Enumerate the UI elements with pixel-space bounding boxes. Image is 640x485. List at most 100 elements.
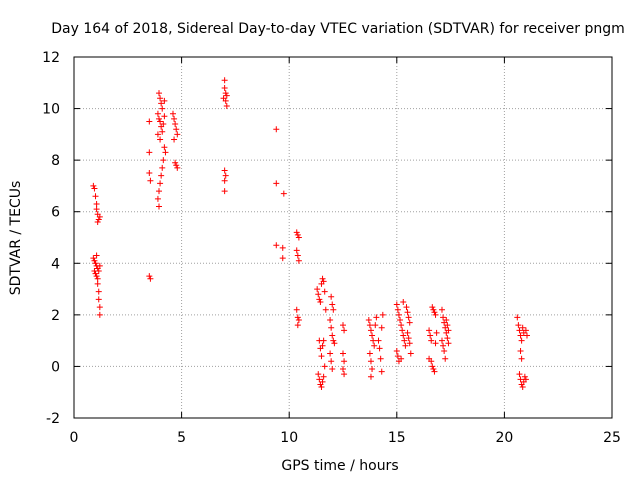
data-point [174, 164, 181, 171]
data-point [429, 363, 436, 370]
data-point [328, 358, 335, 365]
data-point [223, 102, 230, 109]
data-point [405, 314, 412, 321]
data-point [171, 115, 178, 122]
data-point [169, 110, 176, 117]
data-point [160, 157, 167, 164]
data-point [95, 268, 102, 275]
y-tick-label: 8 [51, 153, 60, 169]
data-point [315, 371, 322, 378]
data-point [316, 296, 323, 303]
data-point [156, 90, 163, 97]
data-point [341, 358, 348, 365]
data-point [438, 306, 445, 313]
data-point [96, 311, 103, 318]
data-point [331, 340, 338, 347]
data-point [328, 293, 335, 300]
data-point [94, 219, 101, 226]
data-point [222, 97, 229, 104]
data-point [438, 337, 445, 344]
data-point [518, 337, 525, 344]
data-point [522, 376, 529, 383]
data-point [279, 255, 286, 262]
data-point [156, 203, 163, 210]
data-point [294, 322, 301, 329]
data-point [371, 342, 378, 349]
data-point [146, 170, 153, 177]
data-point [366, 350, 373, 357]
data-point [317, 298, 324, 305]
data-point [160, 121, 167, 128]
data-point [427, 332, 434, 339]
data-point [404, 309, 411, 316]
data-point [516, 327, 523, 334]
data-point [433, 329, 440, 336]
data-point [146, 273, 153, 280]
data-point [395, 311, 402, 318]
data-point [94, 280, 101, 287]
data-point [295, 234, 302, 241]
data-point [518, 355, 525, 362]
data-point [431, 368, 438, 375]
data-point [515, 322, 522, 329]
data-point [366, 322, 373, 329]
data-point [519, 324, 526, 331]
data-point [367, 327, 374, 334]
data-point [379, 311, 386, 318]
data-point [174, 131, 181, 138]
data-point [441, 347, 448, 354]
y-tick-label: 2 [51, 308, 60, 324]
data-point [341, 327, 348, 334]
data-point [397, 317, 404, 324]
data-point [295, 257, 302, 264]
data-point [94, 275, 101, 282]
data-point [402, 342, 409, 349]
data-point [318, 384, 325, 391]
data-point [400, 298, 407, 305]
data-point [172, 121, 179, 128]
data-point [91, 257, 98, 264]
data-point [426, 327, 433, 334]
data-point [377, 355, 384, 362]
data-point [445, 327, 452, 334]
data-point [376, 345, 383, 352]
data-point [328, 324, 335, 331]
x-tick-label: 0 [70, 430, 79, 446]
data-point [223, 92, 230, 99]
data-point [373, 314, 380, 321]
data-point [294, 231, 301, 238]
data-point [90, 255, 97, 262]
data-point [171, 136, 178, 143]
data-point [91, 185, 98, 192]
y-tick-label: 12 [42, 50, 60, 66]
data-points [90, 77, 530, 391]
data-point [519, 384, 526, 391]
y-tick-label: 0 [51, 359, 60, 375]
data-point [398, 322, 405, 329]
data-point [92, 270, 99, 277]
data-point [399, 327, 406, 334]
data-point [321, 363, 328, 370]
data-point [221, 188, 228, 195]
data-point [378, 368, 385, 375]
data-point [320, 278, 327, 285]
data-point [521, 373, 528, 380]
data-point [523, 332, 530, 339]
data-point [280, 190, 287, 197]
data-point [293, 247, 300, 254]
data-point [430, 366, 437, 373]
data-point [444, 335, 451, 342]
data-point [93, 200, 100, 207]
x-axis-label: GPS time / hours [281, 458, 398, 474]
data-point [404, 329, 411, 336]
data-point [320, 373, 327, 380]
data-point [372, 322, 379, 329]
x-tick-labels: 0 5 10 15 20 25 [70, 430, 621, 446]
data-point [279, 244, 286, 251]
data-point [159, 164, 166, 171]
data-point [161, 97, 168, 104]
data-point [442, 355, 449, 362]
data-point [147, 275, 154, 282]
data-point [369, 366, 376, 373]
